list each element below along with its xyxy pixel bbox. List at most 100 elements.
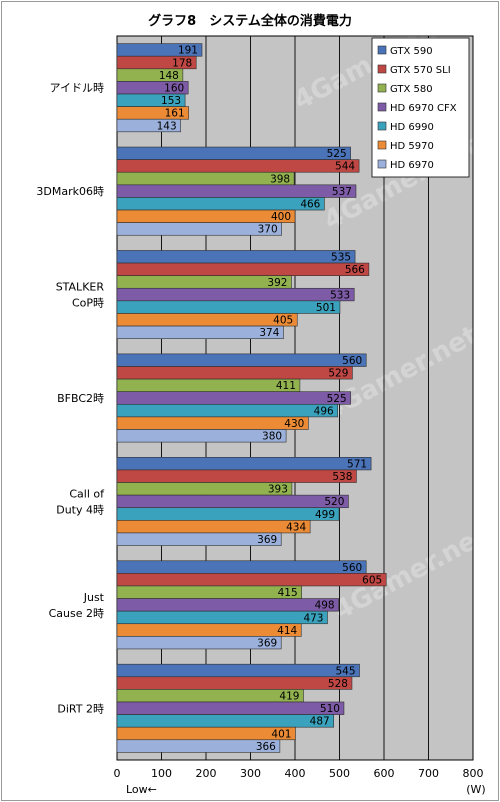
data-label: 487 (310, 716, 330, 728)
bar (116, 714, 335, 728)
data-label: 498 (315, 600, 335, 612)
bar (116, 275, 292, 289)
bar (116, 532, 282, 546)
bar (116, 560, 367, 574)
category-label: アイドル時 (50, 82, 104, 95)
data-label: 374 (259, 327, 279, 339)
data-label: 191 (178, 45, 198, 57)
legend-swatch (377, 140, 387, 150)
data-label: 392 (267, 277, 287, 289)
bar (116, 416, 309, 430)
data-label: 525 (327, 393, 347, 405)
bar (116, 610, 328, 625)
data-label: 430 (284, 418, 304, 430)
data-label: 560 (342, 562, 362, 574)
data-label: 571 (347, 458, 367, 470)
bar (116, 184, 357, 198)
legend-label: HD 6970 CFX (390, 103, 457, 114)
bar (116, 353, 367, 367)
legend-swatch (377, 83, 387, 93)
bar (116, 429, 287, 443)
data-label: 538 (332, 471, 352, 483)
tick-label: 200 (196, 767, 217, 780)
data-label: 434 (286, 521, 306, 533)
data-label: 501 (316, 302, 336, 314)
data-label: 380 (262, 431, 282, 443)
bar (116, 391, 351, 405)
data-label: 369 (257, 637, 277, 649)
legend-label: GTX 580 (390, 84, 433, 95)
category-label: BFBC2時 (57, 392, 104, 405)
legend-label: GTX 570 SLI (390, 65, 451, 76)
bar (116, 573, 387, 587)
bar (116, 585, 302, 599)
bar (116, 623, 302, 637)
chart-title: グラフ8 システム全体の消費電力 (148, 13, 352, 29)
bar (116, 676, 353, 690)
tick-label: 800 (463, 767, 484, 780)
legend-swatch (377, 64, 387, 74)
bar (116, 159, 360, 173)
bar (116, 482, 293, 496)
bar (116, 146, 351, 160)
data-label: 605 (362, 574, 382, 586)
bar (116, 262, 370, 276)
legend-label: HD 5970 (390, 141, 434, 152)
data-label: 544 (335, 161, 355, 173)
data-label: 528 (328, 678, 348, 690)
data-label: 414 (277, 625, 297, 637)
bar (116, 325, 284, 339)
tick-label: 500 (329, 767, 350, 780)
bar (116, 378, 301, 393)
legend-label: HD 6970 (390, 160, 434, 171)
data-label: 153 (161, 95, 181, 107)
bar (116, 197, 325, 211)
legend-box (371, 37, 470, 178)
data-label: 545 (335, 665, 355, 677)
data-label: 466 (300, 199, 320, 211)
data-label: 510 (320, 703, 340, 715)
data-label: 405 (273, 315, 293, 327)
legend-swatch (377, 102, 387, 112)
data-label: 520 (324, 496, 344, 508)
x-axis-unit: (W) (466, 783, 485, 796)
data-label: 143 (157, 120, 177, 132)
category-label: 3DMark06時 (36, 185, 104, 198)
tick-label: 400 (285, 767, 306, 780)
data-label: 496 (314, 405, 334, 417)
category-label: Duty 4時 (56, 503, 104, 516)
bar (116, 250, 356, 264)
bar (116, 689, 304, 703)
data-label: 148 (159, 70, 179, 82)
bar (116, 403, 339, 418)
data-label: 366 (256, 741, 276, 753)
bar (116, 209, 296, 223)
bar (116, 287, 355, 302)
data-label: 473 (303, 612, 323, 624)
bar (116, 739, 281, 753)
bar (116, 663, 360, 678)
bar (116, 636, 282, 650)
bar (116, 507, 340, 521)
bar (116, 701, 345, 715)
legend-swatch (377, 121, 387, 131)
data-label: 178 (172, 57, 192, 69)
tick-label: 0 (114, 767, 121, 780)
category-label: STALKER (56, 281, 105, 294)
bar (116, 300, 341, 314)
data-label: 400 (271, 211, 291, 223)
data-label: 525 (327, 148, 347, 160)
bar (116, 598, 339, 612)
bar (116, 494, 349, 509)
data-label: 499 (315, 509, 335, 521)
tick-label: 700 (418, 767, 439, 780)
data-label: 535 (331, 252, 351, 264)
category-label: Call of (69, 487, 105, 500)
bar (116, 171, 295, 186)
data-label: 560 (342, 355, 362, 367)
bar (116, 118, 181, 133)
bar (116, 469, 357, 483)
x-axis-low-label: Low← (126, 783, 157, 796)
